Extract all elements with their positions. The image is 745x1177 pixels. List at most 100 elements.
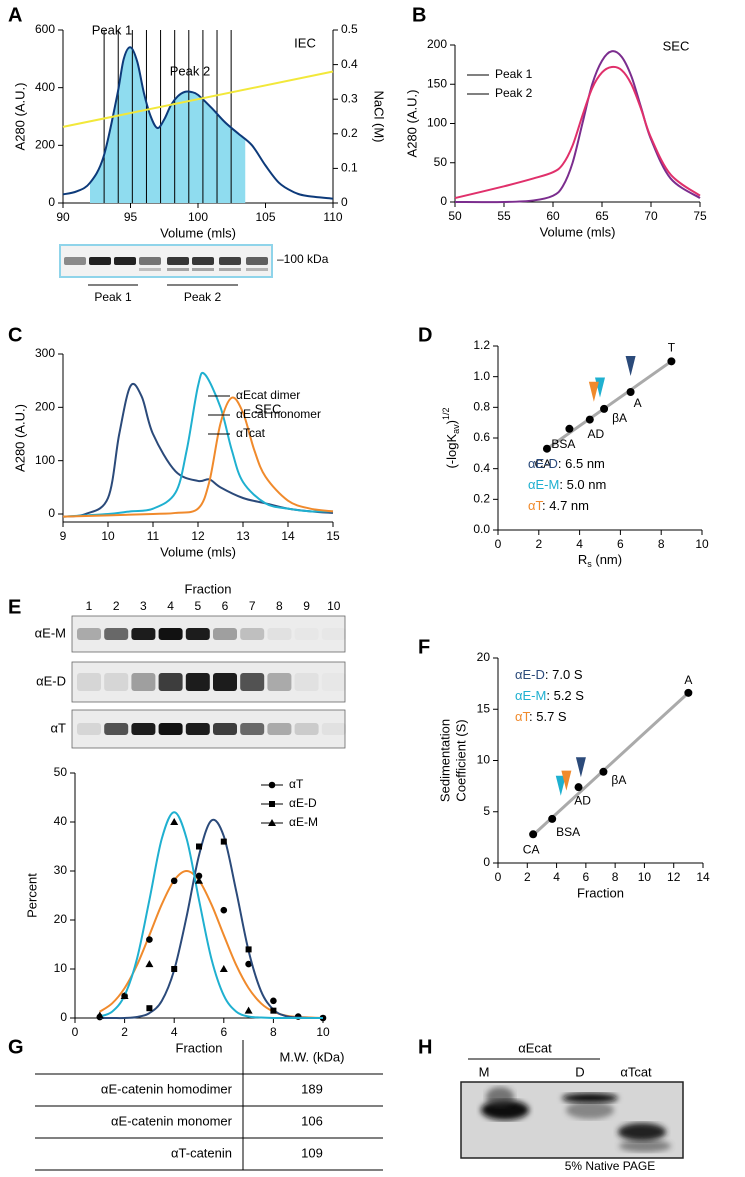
legend-label: Peak 2 xyxy=(495,86,533,100)
y2-tick-label: 0.1 xyxy=(341,161,358,175)
arrowhead xyxy=(588,381,599,402)
lane-label: 2 xyxy=(113,599,120,613)
marker-square xyxy=(270,1007,277,1014)
y-tick-label: 0.2 xyxy=(473,492,490,506)
marker-circle xyxy=(268,781,276,789)
gel-marker: –100 kDa xyxy=(277,252,329,266)
marker-square xyxy=(171,966,178,972)
gel-band xyxy=(219,268,241,271)
marker-label: : 5.0 nm xyxy=(559,477,606,492)
marker-name: αE-D xyxy=(528,456,558,471)
y-axis-title: Sedimentation xyxy=(437,719,452,802)
y-title-sup: 1/2 xyxy=(441,407,451,420)
annotation: SEC xyxy=(663,38,690,53)
x-tick-label: 8 xyxy=(658,537,665,551)
table-header: M.W. (kDa) xyxy=(280,1049,345,1064)
gel-band xyxy=(131,628,156,640)
x-tick-label: 0 xyxy=(495,870,502,884)
x-tick-label: 4 xyxy=(553,870,560,884)
x-tick-label: 75 xyxy=(693,209,707,223)
gel-band xyxy=(322,673,346,691)
x-tick-label: 6 xyxy=(220,1025,227,1039)
x-tick-label: 0 xyxy=(495,537,502,551)
y-tick-label: 200 xyxy=(427,37,447,51)
panel-label: C xyxy=(8,324,22,346)
lane-label: 1 xyxy=(86,599,93,613)
y2-tick-label: 0.4 xyxy=(341,57,358,71)
x-tick-label: 100 xyxy=(188,210,208,224)
y-tick-label: 0 xyxy=(440,194,447,208)
x-axis-title: Volume (mls) xyxy=(160,225,236,240)
y2-tick-label: 0.5 xyxy=(341,22,358,36)
marker-note: αE-M: 5.2 S xyxy=(515,688,584,703)
y-axis-title: Coefficient (S) xyxy=(453,719,468,801)
marker-label: : 7.0 S xyxy=(545,667,583,682)
marker-note: αT: 4.7 nm xyxy=(528,498,589,513)
marker-name: αE-M xyxy=(515,688,546,703)
gel-band xyxy=(562,1093,618,1103)
gel-band xyxy=(213,673,237,691)
lane-label: 9 xyxy=(303,599,310,613)
legend-label: αT xyxy=(289,777,304,791)
y-tick-label: 0.4 xyxy=(473,461,490,475)
legend-label: Peak 1 xyxy=(495,67,533,81)
group-label: Peak 2 xyxy=(184,290,222,304)
x-tick-label: 90 xyxy=(56,210,70,224)
x-tick-label: 10 xyxy=(695,537,709,551)
gel-band xyxy=(295,628,319,640)
arrowhead xyxy=(625,355,636,376)
line-series xyxy=(62,396,334,518)
x-axis-title: Fraction xyxy=(577,885,624,900)
x-axis-title: Fraction xyxy=(176,1040,223,1055)
marker-note: αE-M: 5.0 nm xyxy=(528,477,606,492)
gel-band xyxy=(131,723,156,735)
y-tick-label: 200 xyxy=(35,400,55,414)
y-tick-label: 1.2 xyxy=(473,338,490,352)
marker-label: : 5.2 S xyxy=(546,688,584,703)
y-tick-label: 150 xyxy=(427,76,447,90)
table-cell: 106 xyxy=(301,1113,323,1128)
lane-label: M xyxy=(479,1064,490,1079)
line-series xyxy=(62,46,334,200)
marker-triangle xyxy=(145,960,154,968)
legend-label: αEcat dimer xyxy=(236,388,300,402)
y-tick-label: 0 xyxy=(48,506,55,520)
line-series xyxy=(62,371,334,518)
marker-note: αE-D: 6.5 nm xyxy=(528,456,605,471)
panel-label: E xyxy=(8,596,21,618)
x-tick-label: 2 xyxy=(524,870,531,884)
arrowhead xyxy=(555,775,566,796)
point-label: AD xyxy=(587,427,604,441)
y-tick-label: 20 xyxy=(54,912,68,926)
y-tick-label: 10 xyxy=(54,961,68,975)
marker-circle xyxy=(220,906,228,914)
point-label: A xyxy=(634,396,642,410)
x-tick-label: 14 xyxy=(696,870,710,884)
x-tick-label: 13 xyxy=(236,529,250,543)
x-title-rest: (nm) xyxy=(592,552,622,567)
point xyxy=(529,830,538,839)
gel-band xyxy=(77,628,101,640)
fit-line xyxy=(530,691,690,838)
group-label: Peak 1 xyxy=(94,290,132,304)
gel-band xyxy=(267,673,292,691)
x-axis-title: Rs (nm) xyxy=(578,552,622,569)
lane-label: 5 xyxy=(194,599,201,613)
y2-axis-title: NaCl (M) xyxy=(372,91,387,143)
row-label: αE-M xyxy=(35,625,66,640)
point xyxy=(585,415,594,424)
x-axis-title: Volume (mls) xyxy=(160,544,236,559)
point-label: CA xyxy=(523,842,540,856)
legend-label: αE-M xyxy=(289,815,318,829)
x-tick-label: 10 xyxy=(316,1025,330,1039)
fit-curve xyxy=(99,811,323,1020)
legend-label: αTcat xyxy=(236,426,266,440)
point xyxy=(599,767,608,776)
y-tick-label: 10 xyxy=(477,753,491,767)
line-series xyxy=(454,65,701,200)
panel-label: B xyxy=(412,4,426,26)
marker-name: αT xyxy=(515,709,531,724)
x-tick-label: 95 xyxy=(124,210,138,224)
x-tick-label: 10 xyxy=(101,529,115,543)
line-series xyxy=(62,70,334,128)
